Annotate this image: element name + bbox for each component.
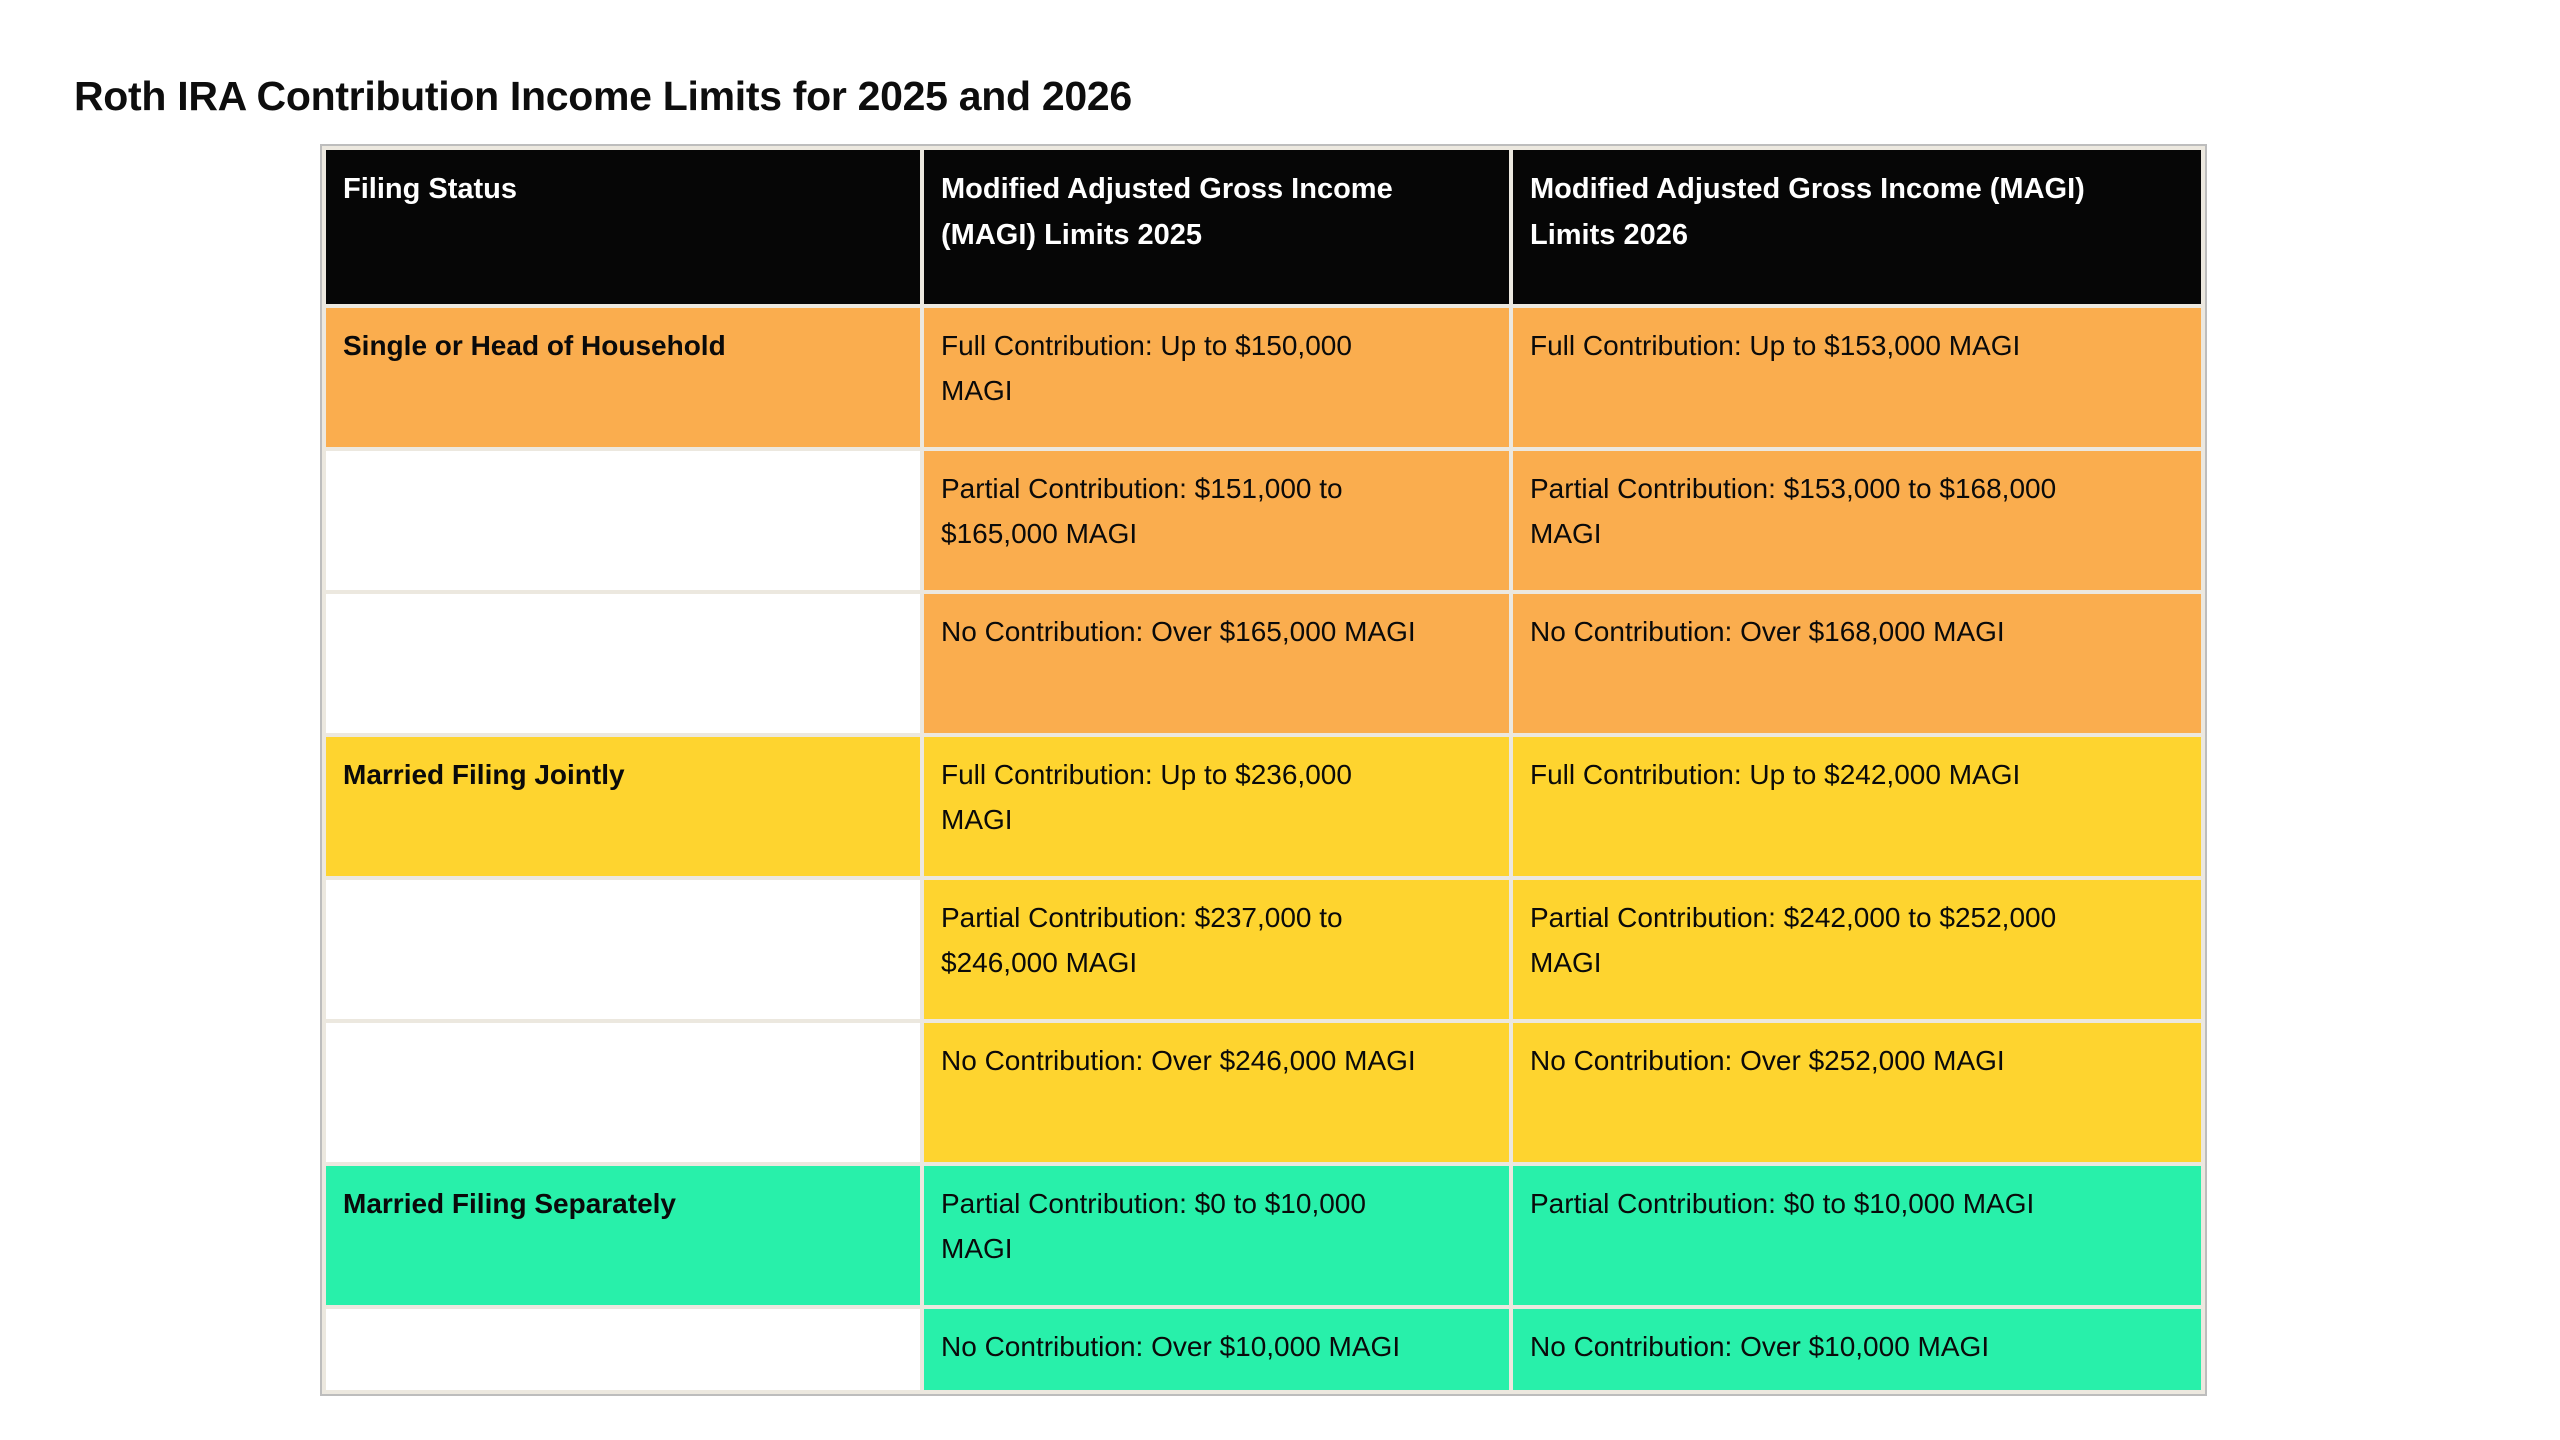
magi-2026-cell: No Contribution: Over $10,000 MAGI — [1509, 1305, 2205, 1394]
filing-status-cell — [322, 876, 924, 1023]
magi-2026-cell: No Contribution: Over $252,000 MAGI — [1509, 1019, 2205, 1166]
magi-2025-cell: No Contribution: Over $165,000 MAGI — [920, 590, 1513, 737]
table-row-separate-none: No Contribution: Over $10,000 MAGI No Co… — [322, 1305, 2205, 1394]
filing-status-cell — [322, 1305, 924, 1394]
filing-status-cell: Married Filing Jointly — [322, 733, 924, 880]
filing-status-cell — [322, 1019, 924, 1166]
table-row-joint-partial: Partial Contribution: $237,000 to $246,0… — [322, 876, 2205, 1023]
table-row-single-none: No Contribution: Over $165,000 MAGI No C… — [322, 590, 2205, 737]
filing-status-cell: Married Filing Separately — [322, 1162, 924, 1309]
magi-2025-cell: No Contribution: Over $246,000 MAGI — [920, 1019, 1513, 1166]
table-row-joint-none: No Contribution: Over $246,000 MAGI No C… — [322, 1019, 2205, 1166]
table-row-joint-full: Married Filing Jointly Full Contribution… — [322, 733, 2205, 880]
magi-2025-cell: Full Contribution: Up to $236,000 MAGI — [920, 733, 1513, 880]
magi-2025-cell: Partial Contribution: $0 to $10,000 MAGI — [920, 1162, 1513, 1309]
column-header-magi-2026: Modified Adjusted Gross Income (MAGI) Li… — [1509, 146, 2205, 308]
table-header: Filing Status Modified Adjusted Gross In… — [322, 146, 2205, 308]
magi-2025-cell: No Contribution: Over $10,000 MAGI — [920, 1305, 1513, 1394]
filing-status-cell — [322, 590, 924, 737]
filing-status-cell — [322, 447, 924, 594]
column-header-magi-2025: Modified Adjusted Gross Income (MAGI) Li… — [920, 146, 1513, 308]
page-title: Roth IRA Contribution Income Limits for … — [74, 73, 1132, 120]
column-header-filing-status: Filing Status — [322, 146, 924, 308]
magi-2026-cell: Full Contribution: Up to $153,000 MAGI — [1509, 304, 2205, 451]
magi-2026-cell: No Contribution: Over $168,000 MAGI — [1509, 590, 2205, 737]
table-row-single-full: Single or Head of Household Full Contrib… — [322, 304, 2205, 451]
magi-table: Filing Status Modified Adjusted Gross In… — [322, 146, 2205, 1394]
magi-2025-cell: Partial Contribution: $237,000 to $246,0… — [920, 876, 1513, 1023]
magi-2026-cell: Partial Contribution: $242,000 to $252,0… — [1509, 876, 2205, 1023]
table-body: Single or Head of Household Full Contrib… — [322, 304, 2205, 1394]
header-row: Filing Status Modified Adjusted Gross In… — [322, 146, 2205, 308]
table-row-single-partial: Partial Contribution: $151,000 to $165,0… — [322, 447, 2205, 594]
magi-2026-cell: Full Contribution: Up to $242,000 MAGI — [1509, 733, 2205, 880]
income-limits-table: Filing Status Modified Adjusted Gross In… — [320, 144, 2207, 1396]
magi-2026-cell: Partial Contribution: $153,000 to $168,0… — [1509, 447, 2205, 594]
magi-2025-cell: Full Contribution: Up to $150,000 MAGI — [920, 304, 1513, 451]
table-row-separate-partial: Married Filing Separately Partial Contri… — [322, 1162, 2205, 1309]
magi-2026-cell: Partial Contribution: $0 to $10,000 MAGI — [1509, 1162, 2205, 1309]
filing-status-cell: Single or Head of Household — [322, 304, 924, 451]
magi-2025-cell: Partial Contribution: $151,000 to $165,0… — [920, 447, 1513, 594]
